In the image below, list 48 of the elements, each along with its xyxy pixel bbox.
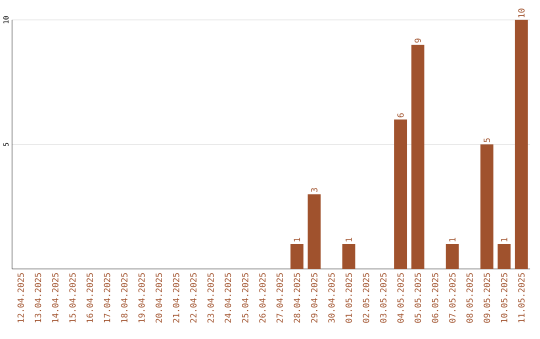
data-label: 5 — [484, 138, 490, 142]
x-tick-label: 11.05.2025 — [518, 273, 525, 322]
x-tick-label: 06.05.2025 — [432, 273, 438, 323]
x-tick-label: 17.04.2025 — [104, 273, 110, 322]
data-label: 1 — [501, 238, 508, 242]
x-tick-label: 10.05.2025 — [500, 273, 508, 322]
data-label: 9 — [414, 38, 422, 43]
bar — [308, 194, 321, 270]
bar — [514, 20, 528, 270]
x-tick-label: 18.04.2025 — [121, 273, 128, 322]
x-tick-label: 23.04.2025 — [207, 273, 214, 323]
bar — [411, 44, 424, 270]
x-tick-label: 02.05.2025 — [362, 273, 370, 323]
data-label: 1 — [346, 238, 352, 242]
data-label: 1 — [449, 238, 456, 242]
x-tick-label: 14.04.2025 — [52, 273, 58, 322]
x-tick-label: 08.05.2025 — [466, 273, 473, 323]
x-tick-label: 16.04.2025 — [86, 273, 93, 322]
x-tick-label: 30.04.2025 — [328, 273, 335, 323]
x-tick-label: 28.04.2025 — [294, 273, 300, 323]
bar — [480, 144, 494, 270]
bar — [342, 244, 356, 270]
x-tick-label: 12.04.2025 — [18, 273, 24, 322]
x-tick-label: 13.04.2025 — [34, 273, 42, 322]
bar — [446, 244, 459, 270]
x-tick-label: 20.04.2025 — [156, 273, 162, 323]
data-label: 6 — [397, 113, 404, 118]
x-tick-label: 25.04.2025 — [242, 273, 248, 323]
x-tick-label: 19.04.2025 — [138, 273, 145, 322]
x-tick-label: 22.04.2025 — [190, 273, 197, 323]
bar — [290, 244, 304, 270]
x-tick-label: 24.04.2025 — [224, 273, 232, 323]
x-tick-label: 04.05.2025 — [397, 273, 404, 323]
x-tick-label: 01.05.2025 — [346, 273, 352, 323]
data-label: 10 — [518, 8, 525, 18]
x-tick-label: 03.05.2025 — [380, 273, 386, 323]
x-tick-label: 26.04.2025 — [259, 273, 266, 323]
data-label: 3 — [311, 188, 318, 192]
x-tick-label: 29.04.2025 — [311, 273, 318, 323]
x-tick-label: 09.05.2025 — [484, 273, 490, 323]
x-tick-label: 05.05.2025 — [414, 273, 422, 323]
x-tick-label: 07.05.2025 — [449, 273, 456, 323]
bar — [394, 120, 408, 270]
x-tick-label: 21.04.2025 — [172, 273, 180, 323]
data-label: 1 — [294, 238, 300, 242]
x-tick-label: 15.04.2025 — [69, 273, 76, 322]
bar — [498, 244, 511, 270]
x-tick-label: 27.04.2025 — [276, 273, 283, 323]
